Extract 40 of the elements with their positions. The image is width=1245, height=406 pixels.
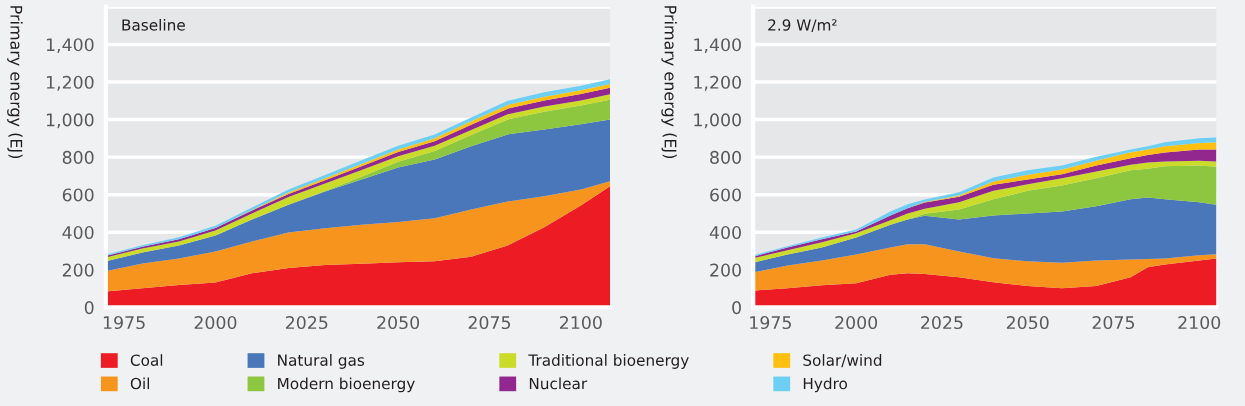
y-tick-label: 800 bbox=[710, 150, 741, 164]
y-tick-label: 1,000 bbox=[46, 113, 94, 129]
legend-label: Oil bbox=[130, 377, 150, 390]
text: 2.9 W/m² bbox=[768, 19, 837, 32]
y-tick-label: 600 bbox=[710, 188, 741, 202]
y-axis-title: Primary energy (EJ) bbox=[661, 6, 677, 159]
x-tick-label: 2075 bbox=[1092, 315, 1135, 330]
legend-label: Hydro bbox=[803, 377, 848, 393]
x-tick-label: 2025 bbox=[921, 315, 963, 330]
x-tick-label: 1975 bbox=[103, 315, 145, 330]
legend-label: Nuclear bbox=[529, 377, 588, 390]
y-tick-label: 200 bbox=[710, 263, 741, 277]
legend-label: Coal bbox=[130, 354, 163, 366]
legend-label: Solar/wind bbox=[803, 354, 882, 368]
y-tick-label: 1,200 bbox=[694, 75, 741, 91]
y-tick-label: 400 bbox=[62, 225, 94, 240]
y-tick-label: 0 bbox=[732, 301, 741, 315]
legend-label: Modern bioenergy bbox=[278, 377, 415, 393]
y-tick-label: 1,400 bbox=[46, 38, 94, 54]
x-tick-label: 2050 bbox=[377, 315, 420, 330]
y-tick-label: 1,400 bbox=[694, 38, 741, 54]
legend-label: Natural gas bbox=[278, 354, 365, 369]
y-tick-label: 0 bbox=[84, 301, 94, 315]
legend-label: Traditional bioenergy bbox=[528, 354, 689, 369]
x-tick-label: 2100 bbox=[560, 315, 602, 330]
x-tick-label: 2075 bbox=[468, 315, 511, 330]
y-tick-label: 800 bbox=[62, 150, 94, 164]
y-tick-label: 200 bbox=[62, 263, 94, 277]
y-tick-label: 1,000 bbox=[694, 113, 741, 129]
x-tick-label: 2000 bbox=[835, 315, 878, 330]
y-axis-title: Primary energy (EJ) bbox=[7, 6, 23, 159]
x-tick-label: 2100 bbox=[1178, 315, 1221, 330]
y-tick-label: 1,200 bbox=[46, 75, 94, 91]
x-tick-label: 1975 bbox=[750, 315, 791, 330]
text: Baseline bbox=[122, 18, 185, 31]
x-tick-label: 2050 bbox=[1006, 315, 1049, 330]
y-tick-label: 600 bbox=[62, 188, 94, 202]
y-tick-label: 400 bbox=[709, 225, 741, 240]
x-tick-label: 2025 bbox=[285, 315, 328, 330]
x-tick-label: 2000 bbox=[194, 315, 237, 330]
